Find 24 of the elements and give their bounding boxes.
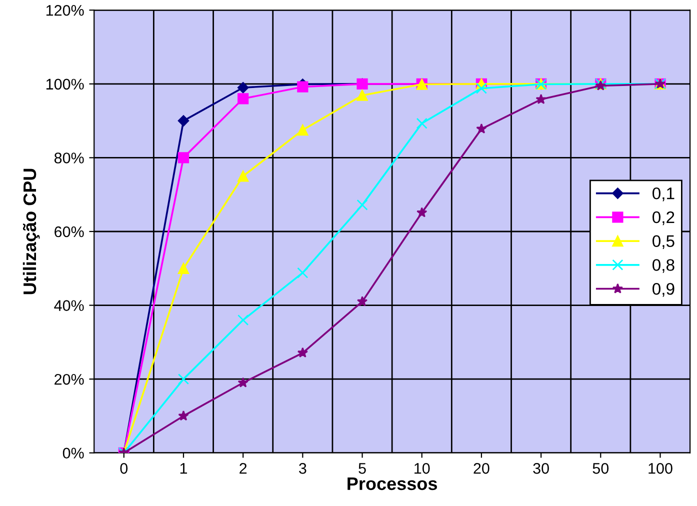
y-tick-label: 60% [54,226,84,238]
y-tick-label: 0% [62,448,84,459]
x-tick-label: 50 [592,462,609,474]
x-tick-label: 0 [120,462,128,474]
y-tick-label: 120% [46,4,84,16]
x-axis-title: Processos [348,477,437,490]
x-tick-label: 20 [474,462,490,474]
x-tick-label: 30 [533,462,549,474]
x-tick-label: 10 [414,462,430,474]
x-tick-label: 5 [358,463,366,474]
x-tick-label: 1 [180,463,187,474]
x-tick-label: 100 [648,462,672,474]
y-axis-title: Utilização CPU [22,168,40,294]
legend-label: 0,1 [652,187,674,202]
x-tick-label: 2 [240,462,247,474]
y-tick-label: 80% [54,152,84,164]
legend-label: 0,8 [652,259,674,273]
y-tick-label: 20% [54,374,84,385]
legend-label: 0,2 [652,211,674,226]
x-tick-label: 3 [299,462,306,474]
legend-label: 0,9 [652,282,674,297]
y-tick-label: 100% [46,78,84,90]
legend-label: 0,5 [652,235,674,250]
y-tick-label: 40% [54,300,84,311]
